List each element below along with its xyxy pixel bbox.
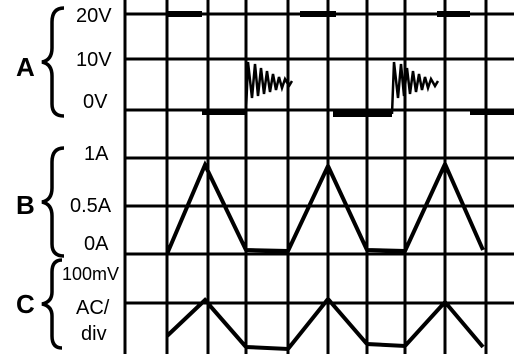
channel-c-label-bottom: div <box>81 323 107 345</box>
channel-b-labels: B 1A 0.5A 0A <box>16 143 112 258</box>
channel-c-brace <box>41 258 63 350</box>
graticule-grid <box>123 0 514 354</box>
trace-c <box>165 295 485 352</box>
trace-b <box>165 159 485 255</box>
channel-a-label-top: 20V <box>76 5 112 27</box>
channel-c-letter: C <box>16 289 35 319</box>
channel-c-labels: C 100mV AC/ div <box>16 258 119 350</box>
channel-a-brace <box>41 6 65 118</box>
channel-b-brace <box>41 146 65 258</box>
channel-c-label-mid: AC/ <box>76 297 110 319</box>
trace-a <box>167 11 514 117</box>
channel-a-labels: A 20V 10V 0V <box>16 5 112 118</box>
channel-c-label-top: 100mV <box>62 264 119 284</box>
channel-a-label-mid: 10V <box>76 49 112 71</box>
channel-b-letter: B <box>16 190 35 220</box>
channel-a-label-bottom: 0V <box>83 91 108 113</box>
channel-a-letter: A <box>16 52 35 82</box>
channel-b-label-top: 1A <box>84 143 109 165</box>
channel-b-label-mid: 0.5A <box>70 195 112 217</box>
channel-b-label-bottom: 0A <box>84 233 109 255</box>
